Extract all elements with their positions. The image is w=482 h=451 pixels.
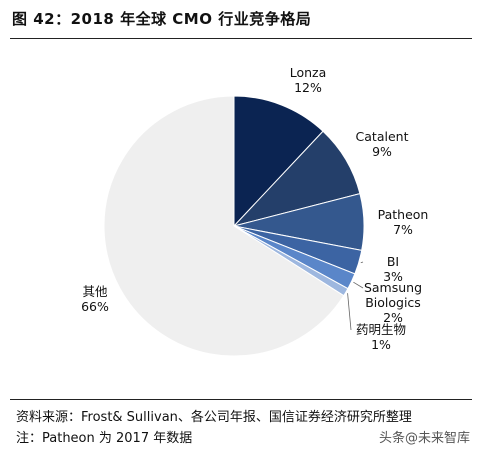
bottom-rule [10, 399, 472, 400]
slice-label-3: Patheon 7% [378, 207, 429, 237]
slice-label-5: Samsung Biologics 2% [364, 280, 422, 325]
figure-title: 图 42：2018 年全球 CMO 行业竞争格局 [12, 10, 312, 28]
footnote: 注：Patheon 为 2017 年数据 [16, 431, 193, 446]
source-note: 资料来源：Frost& Sullivan、各公司年报、国信证券经济研究所整理 [16, 410, 412, 425]
leader-line-5 [353, 281, 364, 289]
slice-label-4: BI 3% [383, 254, 403, 284]
pie-slice-1 [233, 95, 324, 228]
slice-label-7: 其他 66% [81, 284, 109, 314]
watermark: 头条@未来智库 [378, 431, 470, 446]
pie-slice-7 [103, 95, 345, 357]
slice-label-2: Catalent 9% [356, 129, 409, 159]
slice-label-1: Lonza 12% [290, 65, 327, 95]
leader-line-4 [360, 261, 364, 264]
top-rule [10, 38, 472, 39]
leader-line-6 [347, 293, 352, 331]
pie-chart: Lonza 12% Catalent 9% Patheon 7% BI 3%Samsung Bi… [81, 65, 429, 357]
slice-label-6: 药明生物 1% [356, 322, 406, 352]
